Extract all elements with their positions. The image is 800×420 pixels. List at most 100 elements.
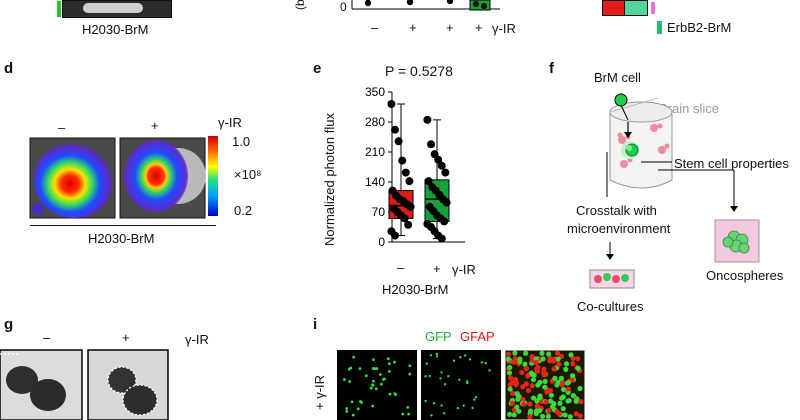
merge-speckle: [505, 351, 512, 357]
gfp-speckle: [429, 354, 433, 357]
gfp-speckle: [371, 404, 374, 408]
merge-speckle: [542, 378, 548, 385]
gfp-speckle: [374, 387, 378, 391]
panel-f-crosstalk-line2: microenvironment: [567, 221, 671, 236]
gfp-speckle: [462, 404, 465, 407]
gfp-speckle: [387, 370, 391, 373]
gfp-speckle: [424, 375, 427, 378]
gfp-speckle: [348, 380, 352, 383]
merge-speckle: [548, 392, 554, 398]
panel-e-xcat-minus: –: [397, 260, 405, 275]
gfp-speckle: [463, 354, 467, 357]
panel-f-oncospheres-label: Oncospheres: [706, 268, 784, 283]
top-sign-1: –: [371, 20, 379, 35]
data-point-0-16: [404, 220, 413, 229]
merge-speckle: [508, 375, 514, 381]
gfp-speckle: [473, 398, 476, 401]
panel-d-colorbar-tick-max: 1.0: [232, 134, 251, 149]
panel-f-cocultures-label: Co-cultures: [577, 299, 644, 314]
data-point-1-4: [437, 161, 446, 170]
gfp-speckle: [356, 407, 360, 411]
panel-e-xcat-plus: +: [433, 261, 441, 276]
merge-speckle: [555, 379, 561, 385]
merge-speckle: [559, 395, 565, 401]
top-axis-zero: 0: [340, 0, 347, 14]
merge-speckle: [557, 400, 563, 406]
data-point-0-11: [406, 202, 415, 211]
merge-speckle: [575, 356, 581, 362]
merge-speckle: [573, 411, 579, 417]
data-point-0-1: [391, 125, 399, 134]
gfp-speckle: [474, 396, 478, 399]
panel-e-ylabel: Normalized photon flux: [322, 113, 337, 246]
gfp-speckle: [408, 372, 412, 376]
data-point-0-5: [405, 177, 414, 186]
top-axis-fragment: (befo: [293, 0, 307, 10]
panel-g-label: g: [4, 316, 14, 333]
gfp-speckle: [435, 355, 439, 358]
y-tick-label-5: 350: [365, 85, 385, 99]
merge-speckle: [527, 414, 533, 420]
data-point-0-0: [387, 100, 396, 108]
panel-f-schematic: [589, 93, 760, 289]
data-point-1-21: [437, 234, 446, 243]
merge-speckle: [527, 401, 533, 407]
data-point-0-4: [401, 168, 410, 177]
panel-d-label: d: [4, 60, 14, 77]
merge-speckle: [534, 366, 540, 372]
merge-speckle: [516, 408, 522, 414]
merge-speckle: [507, 382, 513, 388]
data-point-1-1: [427, 140, 435, 149]
merge-speckle: [535, 382, 541, 388]
panel-i-gfap-label: GFAP: [460, 329, 495, 344]
gfp-speckle: [443, 412, 446, 415]
merge-speckle: [530, 377, 537, 383]
merge-speckle: [575, 365, 581, 371]
merge-speckle: [556, 361, 562, 367]
merge-speckle: [507, 364, 513, 371]
gfp-speckle: [439, 377, 442, 380]
gfp-speckle: [350, 400, 354, 404]
merge-speckle: [533, 359, 539, 366]
merge-speckle: [565, 386, 571, 392]
gfp-speckle: [369, 386, 373, 390]
merge-speckle: [510, 390, 516, 396]
merge-speckle: [514, 404, 520, 410]
merge-speckle: [521, 401, 527, 407]
merge-speckle: [578, 399, 584, 405]
merge-speckle: [523, 381, 529, 387]
merge-speckle: [540, 356, 546, 362]
panel-g-plus: +: [122, 330, 130, 345]
top-sign-2: +: [409, 20, 417, 35]
panel-f-crosstalk-line1: Crosstalk with: [576, 203, 657, 218]
top-gamma-label: γ-IR: [492, 21, 516, 36]
merge-speckle: [528, 370, 534, 376]
merge-speckle: [546, 351, 552, 357]
gfp-speckle: [372, 358, 375, 361]
merge-speckle: [529, 383, 535, 389]
merge-speckle: [511, 412, 517, 418]
gfp-speckle: [465, 380, 469, 383]
panel-e-boxplot: 0 70 140 210 280 350: [365, 85, 465, 249]
merge-speckle: [546, 408, 552, 414]
panel-g-brightfield-images: [0, 349, 169, 420]
merge-speckle: [573, 398, 579, 404]
merge-speckle: [530, 395, 537, 401]
merge-speckle: [541, 372, 547, 378]
gfp-speckle: [459, 356, 462, 359]
gfp-speckle: [371, 383, 374, 387]
merge-speckle: [563, 366, 569, 372]
merge-speckle: [552, 375, 558, 381]
merge-speckle: [523, 350, 529, 356]
gfp-speckle: [407, 412, 411, 416]
merge-speckle: [514, 391, 520, 397]
panel-i-gfp-label: GFP: [425, 329, 452, 344]
gfp-speckle: [452, 359, 456, 362]
gfp-speckle: [406, 405, 410, 409]
gfp-speckle: [443, 383, 447, 386]
gfp-speckle: [359, 400, 362, 403]
panel-d-caption: H2030-BrM: [88, 231, 155, 246]
merge-speckle: [507, 386, 513, 392]
top-legend-green-swatch: [624, 0, 648, 16]
panel-g-gamma-label: γ-IR: [185, 332, 209, 347]
